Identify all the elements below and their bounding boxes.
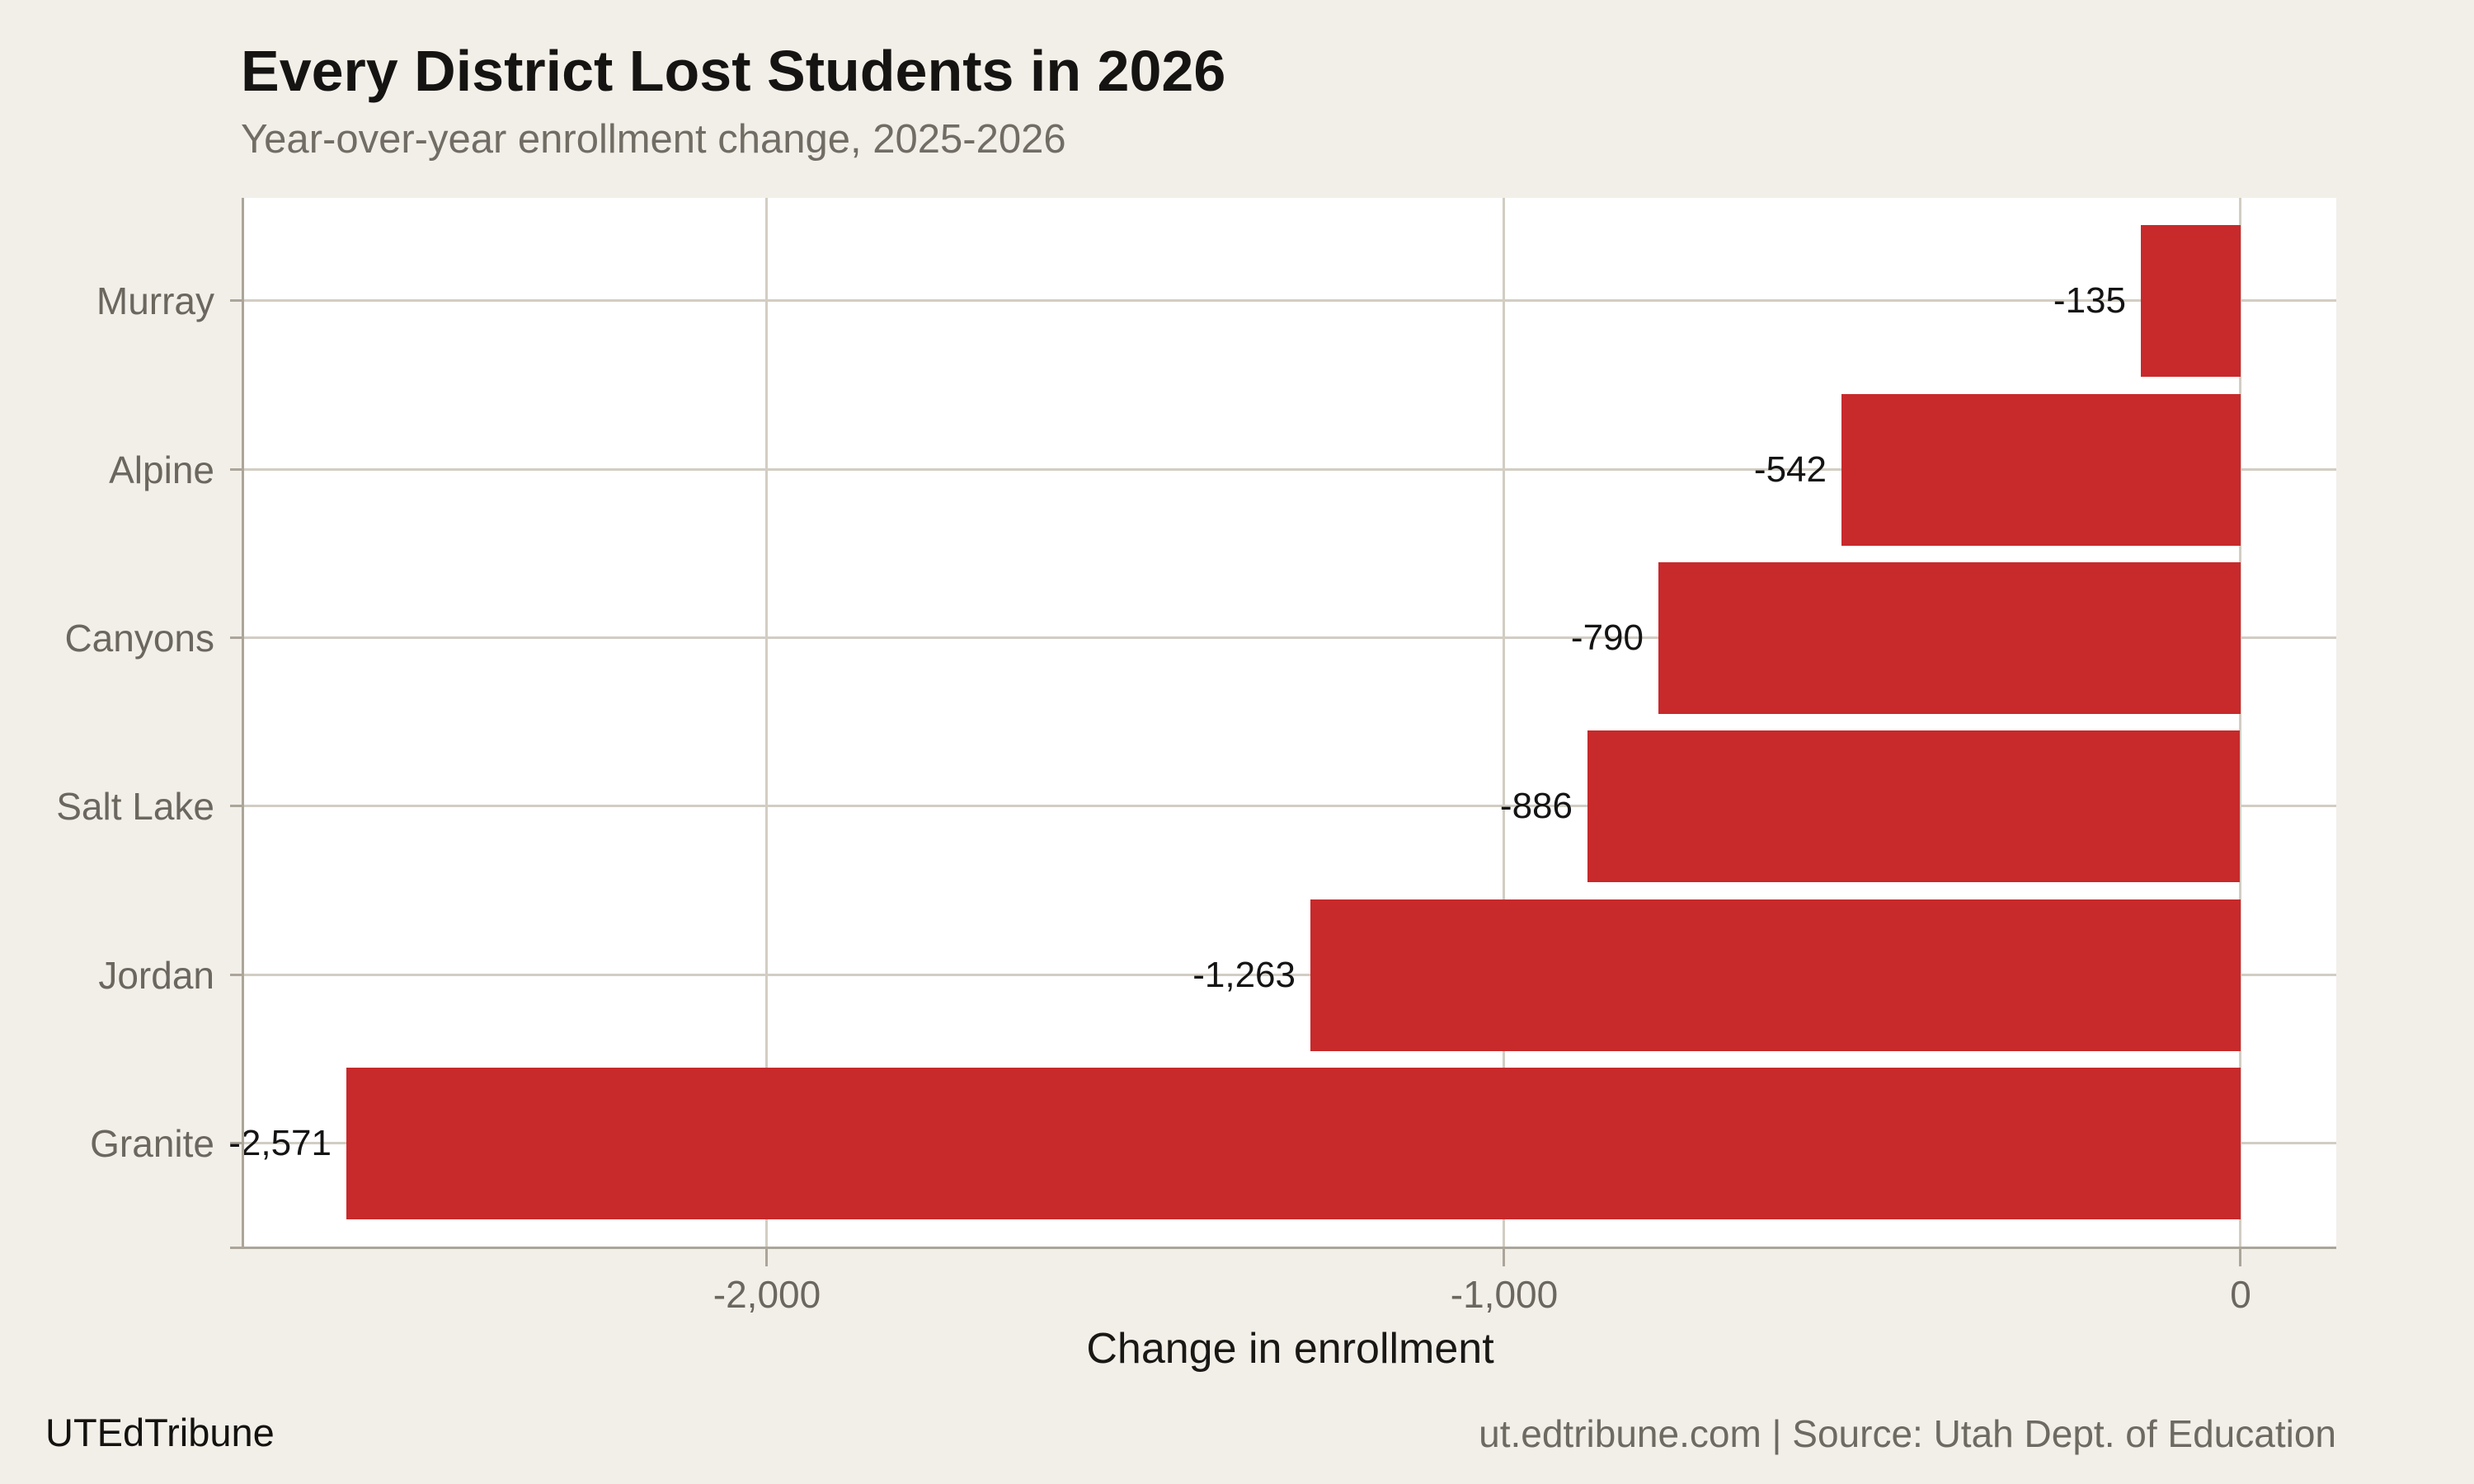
bar-value-label: -1,263 bbox=[1192, 955, 1296, 995]
bar bbox=[346, 1068, 2241, 1219]
x-gridline bbox=[765, 198, 768, 1247]
y-tick bbox=[230, 805, 244, 807]
bar-value-label: -542 bbox=[1753, 449, 1827, 490]
category-label: Murray bbox=[96, 279, 214, 322]
y-tick bbox=[230, 974, 244, 976]
x-gridline bbox=[2239, 198, 2241, 1247]
y-axis-line bbox=[242, 198, 244, 1249]
bar-value-label: -135 bbox=[2053, 280, 2126, 321]
bar bbox=[1587, 730, 2240, 882]
x-tick bbox=[765, 1247, 768, 1266]
x-tick-label: -2,000 bbox=[713, 1273, 821, 1316]
y-tick bbox=[230, 636, 244, 639]
category-label: Alpine bbox=[109, 448, 214, 491]
chart-title: Every District Lost Students in 2026 bbox=[241, 39, 1226, 103]
category-label: Canyons bbox=[64, 617, 214, 660]
bar bbox=[1841, 394, 2241, 546]
footer-brand: UTEdTribune bbox=[45, 1411, 275, 1454]
bar-value-label: -2,571 bbox=[228, 1123, 332, 1163]
x-tick bbox=[1503, 1247, 1505, 1266]
x-gridline bbox=[1503, 198, 1505, 1247]
bar-value-label: -886 bbox=[1499, 786, 1573, 826]
bar bbox=[2141, 225, 2241, 377]
bar bbox=[1310, 899, 2241, 1051]
x-tick bbox=[2239, 1247, 2241, 1266]
bar bbox=[1658, 562, 2241, 714]
x-tick-label: 0 bbox=[2230, 1273, 2251, 1316]
x-axis-title: Change in enrollment bbox=[1086, 1325, 1494, 1373]
footer-attribution: ut.edtribune.com | Source: Utah Dept. of… bbox=[1479, 1412, 2336, 1455]
x-axis-line bbox=[230, 1247, 2336, 1249]
y-gridline bbox=[244, 468, 2336, 471]
y-tick bbox=[230, 468, 244, 471]
y-gridline bbox=[244, 974, 2336, 976]
category-label: Jordan bbox=[98, 954, 214, 997]
chart-subtitle: Year-over-year enrollment change, 2025-2… bbox=[241, 117, 1066, 162]
y-gridline bbox=[244, 636, 2336, 639]
y-tick bbox=[230, 299, 244, 302]
x-tick-label: -1,000 bbox=[1450, 1273, 1559, 1316]
y-tick bbox=[230, 1142, 244, 1144]
bar-value-label: -790 bbox=[1570, 618, 1644, 658]
y-gridline bbox=[244, 805, 2336, 807]
category-label: Salt Lake bbox=[56, 785, 214, 828]
y-gridline bbox=[244, 299, 2336, 302]
category-label: Granite bbox=[90, 1122, 214, 1165]
